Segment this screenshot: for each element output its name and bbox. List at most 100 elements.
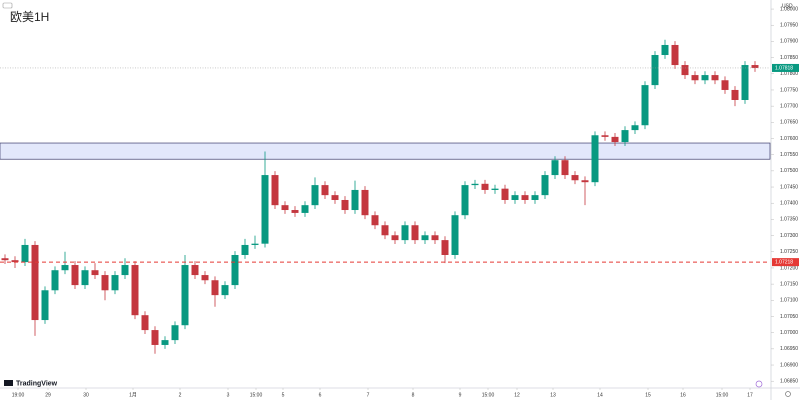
candle-body (751, 65, 759, 68)
currency-label: USD (782, 3, 793, 9)
candle-body (241, 244, 249, 255)
x-tick-label: 9 (459, 392, 462, 398)
x-tick-label: 16 (680, 392, 686, 398)
candle-body (61, 265, 69, 271)
settings-button[interactable] (785, 391, 791, 397)
candle-body (191, 265, 199, 276)
candle-body (651, 55, 659, 86)
timezone-button[interactable] (755, 380, 763, 388)
candle-body (111, 275, 119, 291)
x-tick-label: 15:00 (250, 392, 263, 398)
candle-body (261, 175, 269, 244)
y-tick-label: 1.07450 (780, 184, 798, 190)
plot (0, 39, 771, 354)
y-tick-label: 1.07050 (780, 314, 798, 320)
candle-body (501, 188, 509, 200)
candle-body (691, 75, 699, 81)
candle-body (601, 135, 609, 137)
y-tick-label: 1.07850 (780, 55, 798, 61)
candle-body (531, 195, 539, 200)
logo-mark (4, 380, 13, 386)
level-label: 1.07218 (775, 259, 793, 265)
candle-body (251, 243, 259, 245)
y-tick-label: 1.07800 (780, 71, 798, 77)
candle-body (701, 75, 709, 81)
chart-title: 欧美1H (10, 10, 49, 24)
x-tick-label: 15:00 (716, 392, 729, 398)
candle-body (291, 210, 299, 213)
candle-body (281, 205, 289, 211)
candle-body (71, 265, 79, 286)
candle-body (681, 65, 689, 76)
candle-body (411, 225, 419, 241)
x-tick-label: 5 (282, 392, 285, 398)
candle-body (581, 180, 589, 183)
y-tick-label: 1.07900 (780, 39, 798, 45)
x-tick-label: 12 (514, 392, 520, 398)
candle-body (541, 175, 549, 196)
candle-body (731, 89, 739, 100)
candle-body (21, 244, 29, 263)
candle-body (311, 185, 319, 206)
candle-body (141, 315, 149, 331)
x-tick-label: 13 (550, 392, 556, 398)
x-tick-label: 3 (227, 392, 230, 398)
candle-body (301, 205, 309, 213)
candle-body (461, 185, 469, 216)
candle-body (271, 175, 279, 206)
candle-body (351, 189, 359, 211)
candle-body (41, 290, 49, 321)
last-price-box (772, 63, 799, 72)
candle-body (181, 265, 189, 326)
candle-body (721, 80, 729, 90)
x-tick-label: 17 (747, 392, 753, 398)
x-tick-label: 14 (597, 392, 603, 398)
candle-body (641, 85, 649, 126)
branding: TradingView (16, 380, 58, 387)
candle-body (481, 183, 489, 190)
candle-body (81, 270, 89, 286)
candle-body (561, 160, 569, 176)
y-tick-label: 1.06950 (780, 346, 798, 352)
collapse-button[interactable] (2, 2, 13, 9)
candle-body (621, 130, 629, 143)
y-tick-label: 1.07500 (780, 168, 798, 174)
candle-body (151, 330, 159, 345)
candle-body (201, 275, 209, 281)
candle-body (591, 135, 599, 183)
x-tick-label: 1月 (129, 392, 137, 398)
candle-body (231, 254, 239, 286)
x-tick-label: 29 (45, 392, 51, 398)
candle-body (511, 195, 519, 200)
y-tick-label: 1.07950 (780, 23, 798, 29)
x-tick-label: 7 (367, 392, 370, 398)
candle-body (521, 195, 529, 200)
y-tick-label: 1.07550 (780, 152, 798, 158)
candle-body (341, 199, 349, 211)
y-tick-label: 1.07750 (780, 87, 798, 93)
y-tick-label: 1.07300 (780, 233, 798, 239)
candle-body (91, 270, 99, 276)
y-tick-label: 1.07250 (780, 249, 798, 255)
candle-body (121, 265, 129, 276)
y-tick-label: 1.06850 (780, 379, 798, 385)
candle-body (391, 235, 399, 241)
candle-body (441, 240, 449, 255)
x-tick-label: 6 (319, 392, 322, 398)
x-tick-label: 30 (83, 392, 89, 398)
last-price-label: 1.07818 (775, 65, 793, 71)
candle-body (171, 325, 179, 341)
y-tick-label: 1.08000 (780, 6, 798, 12)
y-tick-label: 1.07000 (780, 330, 798, 336)
candle-body (421, 235, 429, 241)
y-tick-label: 1.07150 (780, 281, 798, 287)
candle-body (51, 270, 59, 291)
y-tick-label: 1.07400 (780, 201, 798, 207)
candle-body (11, 260, 19, 263)
candle-body (361, 189, 369, 216)
y-tick-label: 1.07350 (780, 217, 798, 223)
candle-body (631, 125, 639, 131)
